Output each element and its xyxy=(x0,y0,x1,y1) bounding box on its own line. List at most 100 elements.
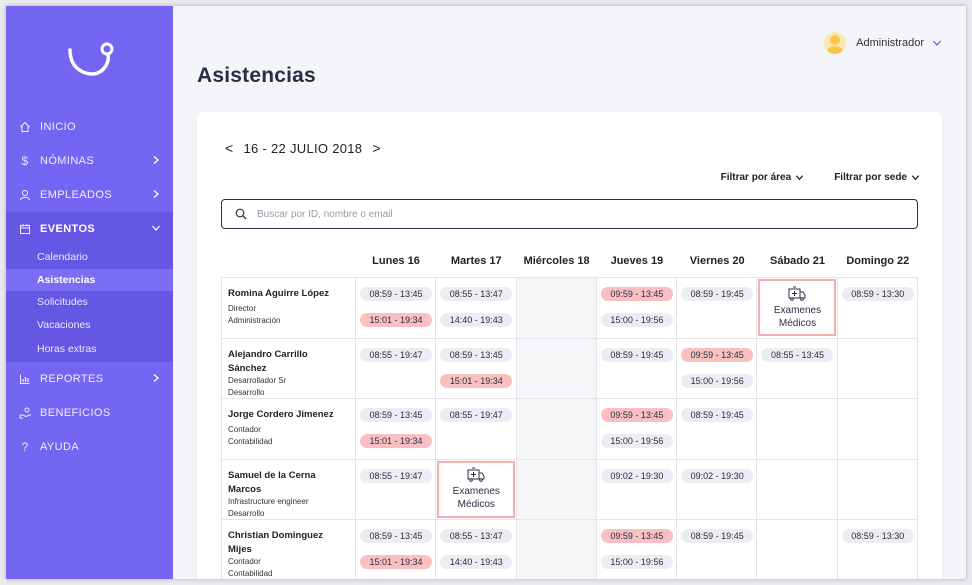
next-week-button[interactable]: > xyxy=(372,140,381,156)
day-cell: 08:59 - 13:30 xyxy=(838,520,919,579)
time-badge[interactable]: 15:00 - 19:56 xyxy=(681,373,754,388)
time-badge[interactable]: 09:02 - 19:30 xyxy=(681,468,754,483)
sidebar-item-beneficios[interactable]: BENEFICIOS xyxy=(6,396,173,430)
day-cell: 09:59 - 13:45 15:00 - 19:56 xyxy=(677,338,758,398)
sidebar-subitem-asistencias[interactable]: Asistencias xyxy=(6,268,173,291)
employee-name[interactable]: Samuel de la Cerna xyxy=(228,469,316,481)
sidebar-item-empleados[interactable]: EMPLEADOS xyxy=(6,178,173,212)
table-row: Romina Aguirre López Director Administraci… xyxy=(222,278,919,339)
chevron-right-icon xyxy=(153,190,159,198)
time-badge[interactable]: 08:55 - 19:47 xyxy=(440,408,513,422)
day-header: Domingo 22 xyxy=(846,255,910,267)
person-icon xyxy=(18,188,32,202)
table-row: Samuel de la Cerna Marcos Infrastructure e… xyxy=(222,459,919,520)
day-cell: 09:59 - 13:45 15:00 - 19:56 xyxy=(597,278,678,338)
late-time-badge[interactable]: 15:01 - 19:34 xyxy=(360,434,432,448)
time-badge[interactable]: 09:02 - 19:30 xyxy=(600,468,673,483)
day-cell: 08:59 - 13:45 15:01 - 19:34 xyxy=(436,338,517,398)
employee-name[interactable]: Christian Dominguez xyxy=(228,530,324,541)
late-time-badge[interactable]: 15:01 - 19:34 xyxy=(440,373,513,388)
sidebar-item-label: REPORTES xyxy=(40,373,104,385)
dollar-icon: $ xyxy=(21,154,29,168)
week-range: 16 - 22 JULIO 2018 xyxy=(243,140,363,156)
time-badge[interactable]: 08:59 - 13:30 xyxy=(841,287,914,301)
day-cell: 09:02 - 19:30 xyxy=(677,459,758,519)
time-badge[interactable]: 08:59 - 19:45 xyxy=(681,529,754,543)
sidebar-subitem-calendario[interactable]: Calendario xyxy=(37,251,88,264)
day-cell: 09:59 - 13:45 15:00 - 19:56 xyxy=(597,399,678,459)
time-badge[interactable]: 08:55 - 13:47 xyxy=(440,287,513,301)
sidebar-item-label: NÓMINAS xyxy=(40,155,95,167)
day-header: Martes 17 xyxy=(450,255,502,267)
avatar xyxy=(824,32,847,54)
chevron-down-icon xyxy=(152,225,160,231)
employee-name[interactable]: Marcos xyxy=(228,483,262,495)
day-cell xyxy=(516,278,597,338)
sidebar-item-label: INICIO xyxy=(40,121,77,133)
time-badge[interactable]: 08:59 - 13:45 xyxy=(360,529,432,543)
day-cell xyxy=(757,459,838,519)
time-badge[interactable]: 08:59 - 13:45 xyxy=(440,347,513,362)
time-badge[interactable]: 08:55 - 19:47 xyxy=(360,347,432,362)
employee-department: Administración xyxy=(228,316,281,325)
sidebar-item-inicio[interactable]: INICIO xyxy=(6,110,173,144)
day-cell: 08:55 - 13:45 xyxy=(757,338,838,398)
time-badge[interactable]: 15:00 - 19:56 xyxy=(600,313,673,327)
prev-week-button[interactable]: < xyxy=(225,140,234,156)
search-input[interactable] xyxy=(257,208,857,220)
employee-info: Alejandro Carrillo Sánchez Desarrollador S… xyxy=(222,338,356,398)
exam-label: Médicos xyxy=(457,499,495,510)
time-badge[interactable]: 15:00 - 19:56 xyxy=(600,434,673,448)
sidebar: INICIO $ NÓMINAS EMPLEADOS EVENTO xyxy=(6,6,173,579)
medical-exam-event[interactable]: Examenes Médicos xyxy=(437,460,516,518)
late-time-badge[interactable]: 09:59 - 13:45 xyxy=(600,287,673,301)
day-header: Miércoles 18 xyxy=(523,255,590,267)
day-header: Lunes 16 xyxy=(372,255,420,267)
day-cell xyxy=(838,338,919,398)
time-badge[interactable]: 08:59 - 13:30 xyxy=(841,529,914,543)
attendance-card: < 16 - 22 JULIO 2018 > Filtrar por área … xyxy=(197,112,942,579)
home-icon xyxy=(18,120,32,134)
time-badge[interactable]: 08:55 - 19:47 xyxy=(360,468,432,483)
sidebar-subitem-solicitudes[interactable]: Solicitudes xyxy=(37,296,88,309)
day-cell: 08:59 - 13:45 15:01 - 19:34 xyxy=(356,278,437,338)
sidebar-item-reportes[interactable]: REPORTES xyxy=(6,362,173,396)
user-menu[interactable]: Administrador xyxy=(824,32,942,54)
medical-exam-event[interactable]: Examenes Médicos xyxy=(758,279,837,336)
sidebar-item-nominas[interactable]: $ NÓMINAS xyxy=(6,144,173,178)
time-badge[interactable]: 08:59 - 19:45 xyxy=(600,347,673,362)
late-time-badge[interactable]: 15:01 - 19:34 xyxy=(360,313,432,327)
time-badge[interactable]: 08:55 - 13:45 xyxy=(761,347,834,362)
sidebar-item-label: BENEFICIOS xyxy=(40,407,111,419)
day-cell: 08:59 - 19:45 xyxy=(677,278,758,338)
sidebar-subitem-vacaciones[interactable]: Vacaciones xyxy=(37,318,91,331)
employee-name[interactable]: Sánchez xyxy=(228,362,267,374)
time-badge[interactable]: 15:00 - 19:56 xyxy=(600,555,673,569)
late-time-badge[interactable]: 09:59 - 13:45 xyxy=(600,408,673,422)
sidebar-subitem-horas-extras[interactable]: Horas extras xyxy=(37,343,97,355)
employee-name[interactable]: Mijes xyxy=(228,544,252,555)
time-badge[interactable]: 08:59 - 19:45 xyxy=(681,408,754,422)
employee-name[interactable]: Alejandro Carrillo xyxy=(228,348,308,360)
day-cell: 08:55 - 19:47 xyxy=(356,338,437,398)
ambulance-icon xyxy=(467,467,485,482)
filter-area-label: Filtrar por área xyxy=(720,172,792,183)
employee-name[interactable]: Romina Aguirre López xyxy=(228,288,329,299)
time-badge[interactable]: 08:59 - 13:45 xyxy=(360,287,432,301)
sidebar-item-eventos[interactable]: EVENTOS xyxy=(6,212,173,246)
time-badge[interactable]: 14:40 - 19:43 xyxy=(440,555,513,569)
late-time-badge[interactable]: 09:59 - 13:45 xyxy=(600,529,673,543)
day-cell xyxy=(838,459,919,519)
time-badge[interactable]: 08:59 - 13:45 xyxy=(360,408,432,422)
sidebar-item-ayuda[interactable]: ? AYUDA xyxy=(6,430,173,464)
time-badge[interactable]: 08:59 - 19:45 xyxy=(681,287,754,301)
filter-sede-dropdown[interactable]: Filtrar por sede xyxy=(834,172,920,183)
time-badge[interactable]: 08:55 - 13:47 xyxy=(440,529,513,543)
exam-label: Médicos xyxy=(778,317,817,329)
late-time-badge[interactable]: 15:01 - 19:34 xyxy=(360,555,432,569)
employee-name[interactable]: Jorge Cordero Jimenez xyxy=(228,409,334,420)
filter-area-dropdown[interactable]: Filtrar por área xyxy=(721,172,805,183)
late-time-badge[interactable]: 09:59 - 13:45 xyxy=(681,347,754,362)
time-badge[interactable]: 14:40 - 19:43 xyxy=(440,313,513,327)
day-cell xyxy=(757,399,838,459)
